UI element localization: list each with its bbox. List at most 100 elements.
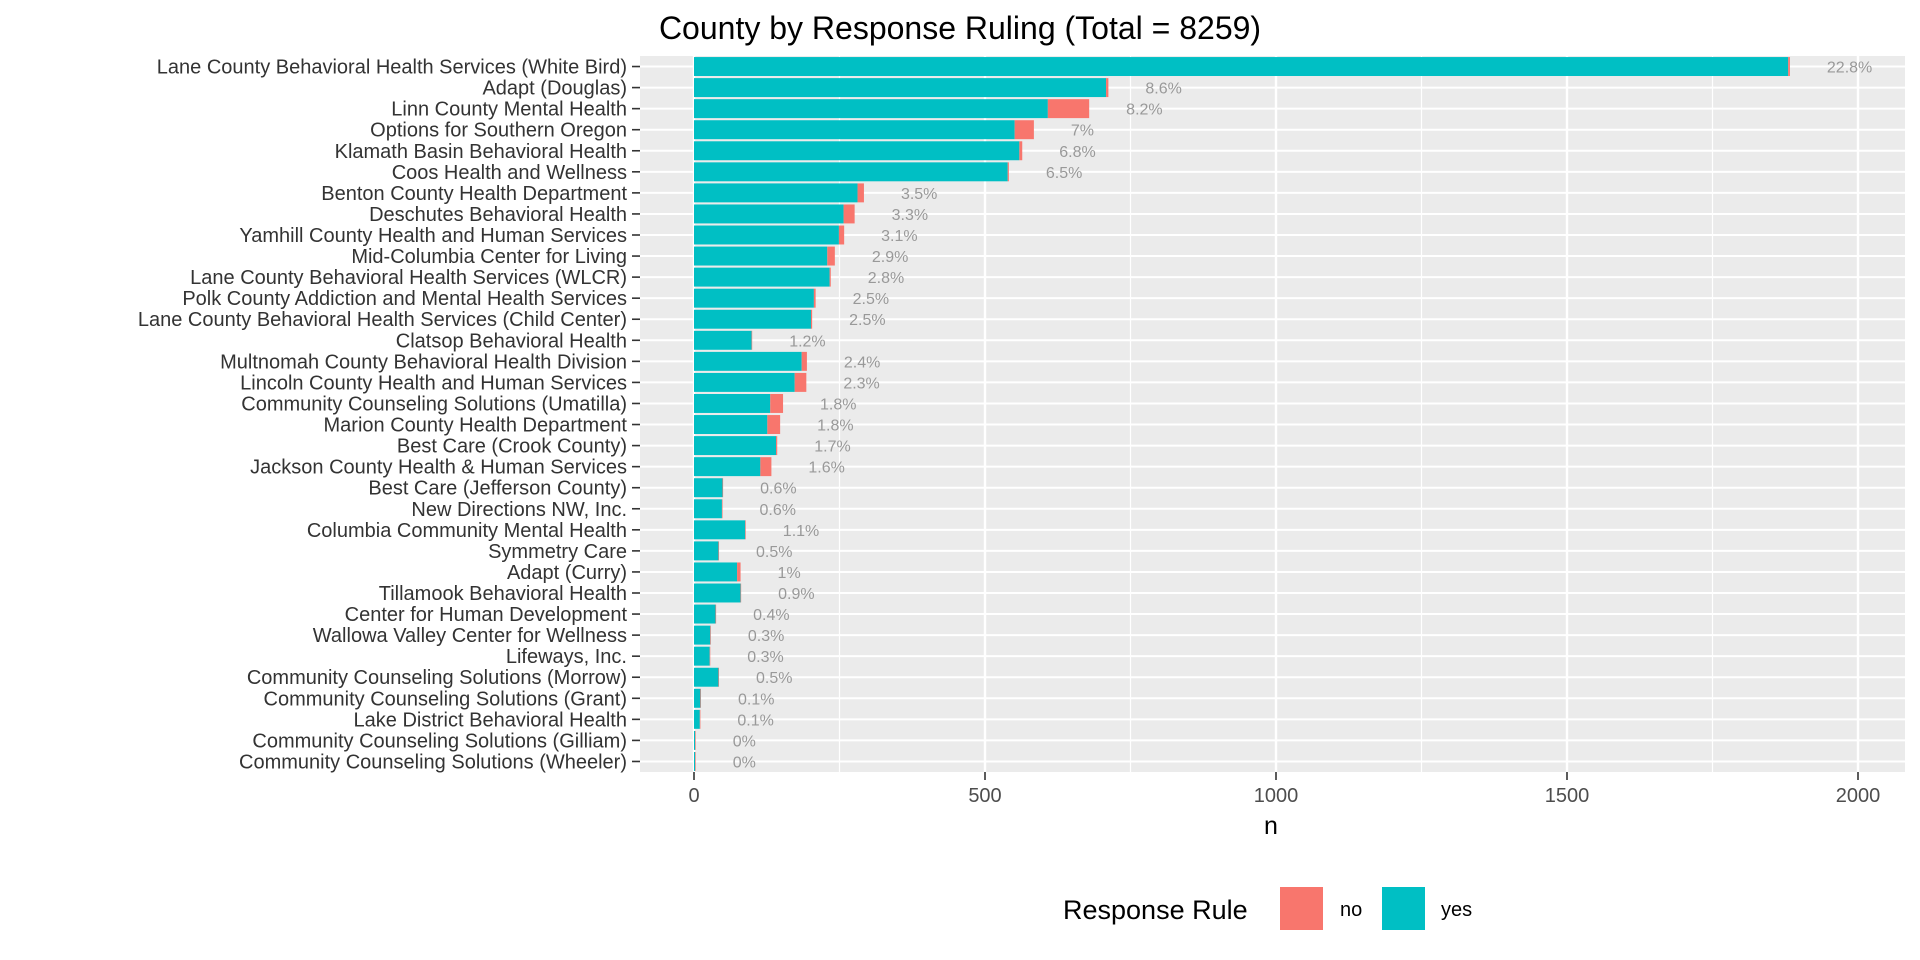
bar-no bbox=[695, 751, 696, 771]
bar-no bbox=[709, 646, 711, 666]
bar-yes bbox=[694, 499, 722, 519]
bar-yes bbox=[694, 246, 828, 266]
percent-label: 22.8% bbox=[1827, 60, 1872, 77]
bar-yes bbox=[694, 309, 811, 329]
bar-no bbox=[838, 225, 845, 245]
category-label: Best Care (Jefferson County) bbox=[368, 478, 627, 500]
category-label: Multnomah County Behavioral Health Divis… bbox=[220, 351, 627, 373]
bar-no bbox=[1007, 162, 1009, 182]
percent-label: 8.2% bbox=[1126, 102, 1162, 119]
category-label: Options for Southern Oregon bbox=[370, 120, 627, 142]
category-label: Lifeways, Inc. bbox=[506, 646, 627, 668]
category-label: Tillamook Behavioral Health bbox=[379, 583, 627, 605]
percent-labels: 22.8% 8.6% 8.2% 7% 6.8% 6.5% 3.5% 3.3% 3.1% 2.9% 2… bbox=[733, 60, 1873, 772]
chart-title: County by Response Ruling (Total = 8259) bbox=[659, 10, 1261, 46]
category-label: Clatsop Behavioral Health bbox=[396, 330, 627, 352]
x-tick-label: 500 bbox=[968, 785, 1001, 807]
category-label: Center for Human Development bbox=[345, 604, 628, 626]
bar-no bbox=[827, 246, 835, 266]
bar-no bbox=[767, 415, 781, 435]
percent-label: 1% bbox=[778, 565, 801, 582]
bar-no bbox=[695, 730, 696, 750]
bar-no bbox=[722, 478, 724, 498]
bar-no bbox=[1788, 57, 1790, 77]
bar-yes bbox=[694, 99, 1048, 119]
category-label: Mid-Columbia Center for Living bbox=[351, 246, 627, 268]
percent-label: 0.6% bbox=[760, 502, 796, 519]
bar-yes bbox=[694, 457, 761, 477]
bar-yes bbox=[694, 330, 752, 350]
category-label: Benton County Health Department bbox=[321, 183, 627, 205]
bar-yes bbox=[694, 393, 771, 413]
category-label: Lincoln County Health and Human Services bbox=[240, 372, 627, 394]
category-label: Lane County Behavioral Health Services (… bbox=[157, 57, 627, 79]
x-axis: 0 500 1000 1500 2000 bbox=[688, 772, 1880, 807]
bar-yes bbox=[694, 688, 701, 708]
percent-label: 3.1% bbox=[881, 228, 917, 245]
percent-label: 1.8% bbox=[817, 418, 853, 435]
category-label: Symmetry Care bbox=[488, 541, 627, 563]
category-label: Community Counseling Solutions (Wheeler) bbox=[239, 751, 627, 773]
bar-yes bbox=[694, 730, 696, 750]
bar-yes bbox=[694, 288, 814, 308]
bar-yes bbox=[694, 225, 839, 245]
bar-yes bbox=[694, 583, 741, 603]
percent-label: 0.5% bbox=[756, 670, 792, 687]
bar-yes bbox=[694, 204, 844, 224]
bar-no bbox=[740, 583, 742, 603]
bar-yes bbox=[694, 709, 700, 729]
x-tick-label: 1500 bbox=[1545, 785, 1590, 807]
bar-no bbox=[718, 541, 720, 561]
percent-label: 0.1% bbox=[738, 691, 774, 708]
legend-swatch-no bbox=[1280, 887, 1323, 930]
legend-label-yes: yes bbox=[1441, 899, 1472, 921]
bar-yes bbox=[694, 562, 738, 582]
category-label: Jackson County Health & Human Services bbox=[250, 457, 627, 479]
bar-no bbox=[810, 309, 813, 329]
bar-no bbox=[1106, 78, 1109, 98]
percent-label: 1.8% bbox=[820, 396, 856, 413]
category-label: Polk County Addiction and Mental Health … bbox=[182, 288, 627, 310]
bar-no bbox=[737, 562, 741, 582]
bar-no bbox=[776, 436, 778, 456]
bar-yes bbox=[694, 351, 802, 371]
legend-label-no: no bbox=[1340, 899, 1362, 921]
category-label: Coos Health and Wellness bbox=[392, 162, 627, 184]
bar-yes bbox=[694, 120, 1015, 140]
bar-yes bbox=[694, 625, 711, 645]
percent-label: 2.5% bbox=[849, 312, 885, 329]
x-axis-title: n bbox=[1264, 812, 1278, 840]
category-label: Columbia Community Mental Health bbox=[307, 520, 627, 542]
percent-label: 2.4% bbox=[844, 354, 880, 371]
percent-label: 0% bbox=[733, 754, 756, 771]
category-label: Community Counseling Solutions (Morrow) bbox=[247, 667, 627, 689]
bar-no bbox=[715, 604, 717, 624]
bar-no bbox=[843, 204, 855, 224]
percent-label: 2.9% bbox=[872, 249, 908, 266]
legend: Response Rule no yes bbox=[1063, 887, 1472, 930]
bar-yes bbox=[694, 604, 716, 624]
bar-yes bbox=[694, 372, 795, 392]
bar-yes bbox=[694, 478, 723, 498]
bar-no bbox=[760, 457, 772, 477]
percent-label: 3.3% bbox=[892, 207, 928, 224]
bar-yes bbox=[694, 183, 858, 203]
bar-no bbox=[745, 520, 746, 540]
category-label: Community Counseling Solutions (Grant) bbox=[264, 688, 628, 710]
percent-label: 0% bbox=[733, 733, 756, 750]
bar-no bbox=[1014, 120, 1034, 140]
percent-label: 0.3% bbox=[747, 649, 783, 666]
bar-no bbox=[829, 267, 831, 287]
bar-no bbox=[718, 667, 720, 687]
category-label: Yamhill County Health and Human Services bbox=[239, 225, 627, 247]
bar-yes bbox=[694, 141, 1020, 161]
bars bbox=[694, 57, 1790, 771]
percent-label: 2.5% bbox=[853, 291, 889, 308]
percent-label: 6.5% bbox=[1046, 165, 1082, 182]
bar-yes bbox=[694, 57, 1789, 77]
bar-no bbox=[770, 393, 784, 413]
category-label: Community Counseling Solutions (Umatilla… bbox=[241, 393, 627, 415]
category-label: Lane County Behavioral Health Services (… bbox=[138, 309, 627, 331]
category-label: Marion County Health Department bbox=[324, 415, 628, 437]
